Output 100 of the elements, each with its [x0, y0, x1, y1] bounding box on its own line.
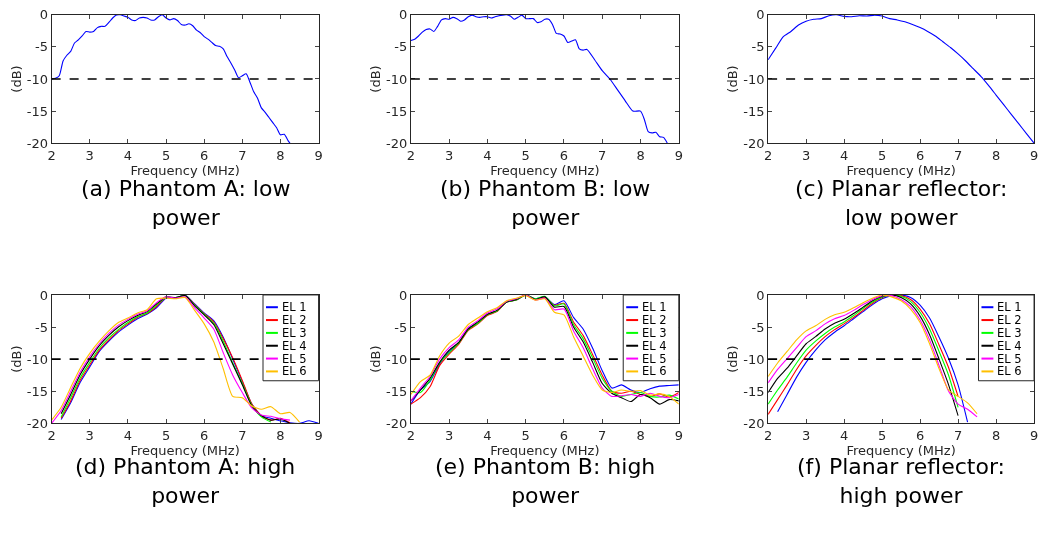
x-tick-label: 9 — [314, 427, 323, 443]
x-tick-label: 5 — [521, 147, 530, 163]
x-tick-label: 6 — [915, 427, 925, 443]
x-tick-label: 7 — [238, 147, 247, 163]
x-axis-title: Frequency (MHz) — [490, 162, 600, 178]
legend-label: EL 4 — [997, 339, 1022, 353]
y-axis-title: (dB) — [725, 65, 741, 93]
x-tick-label: 3 — [85, 147, 94, 163]
x-tick-label: 2 — [406, 147, 415, 163]
x-tick-label: 5 — [161, 427, 171, 443]
y-tick-label: -10 — [386, 71, 408, 87]
y-axis-title: (dB) — [725, 345, 741, 373]
y-axis-title: (dB) — [8, 345, 24, 373]
y-tick-label: -15 — [386, 383, 408, 399]
x-tick-label: 2 — [763, 427, 773, 443]
x-tick-label: 9 — [674, 147, 683, 163]
x-tick-label: 8 — [276, 427, 285, 443]
legend-label: EL 1 — [642, 300, 667, 314]
legend-label: EL 6 — [997, 364, 1022, 378]
x-tick-label: 8 — [636, 147, 645, 163]
y-tick-label: -10 — [26, 71, 49, 87]
x-tick-label: 9 — [1029, 427, 1039, 443]
y-tick-label: -5 — [35, 319, 49, 335]
y-tick-label: -20 — [743, 415, 765, 431]
y-tick-label: -20 — [26, 415, 49, 431]
x-tick-label: 4 — [123, 147, 133, 163]
x-tick-label: 2 — [406, 427, 415, 443]
y-tick-label: -10 — [743, 351, 765, 367]
y-tick-label: -15 — [743, 383, 765, 399]
y-tick-label: 0 — [39, 287, 49, 303]
x-tick-label: 7 — [953, 427, 963, 443]
legend-label: EL 3 — [642, 326, 667, 340]
legend-label: EL 4 — [282, 339, 307, 353]
y-tick-label: -10 — [26, 351, 49, 367]
y-tick-label: -20 — [743, 135, 765, 151]
x-tick-label: 8 — [991, 427, 1001, 443]
legend-label: EL 4 — [642, 339, 667, 353]
x-tick-label: 4 — [483, 147, 492, 163]
x-tick-label: 9 — [674, 427, 683, 443]
y-tick-label: 0 — [398, 7, 408, 23]
y-tick-label: 0 — [756, 7, 765, 23]
x-axis-title: Frequency (MHz) — [846, 162, 956, 178]
y-tick-label: -20 — [386, 415, 408, 431]
y-tick-label: -5 — [35, 39, 49, 55]
y-tick-label: -20 — [386, 135, 408, 151]
y-tick-label: -15 — [743, 103, 765, 119]
x-tick-label: 3 — [445, 427, 454, 443]
x-tick-label: 6 — [915, 147, 925, 163]
y-tick-label: -5 — [751, 39, 765, 55]
line-series — [410, 14, 668, 144]
x-axis-title: Frequency (MHz) — [130, 162, 240, 178]
y-tick-label: 0 — [39, 7, 49, 23]
x-tick-label: 8 — [276, 147, 285, 163]
legend-label: EL 3 — [282, 326, 307, 340]
legend-label: EL 5 — [642, 352, 667, 366]
x-tick-label: 7 — [238, 427, 247, 443]
x-tick-label: 7 — [953, 147, 963, 163]
legend-label: EL 3 — [997, 326, 1022, 340]
legend-label: EL 6 — [282, 364, 307, 378]
x-tick-label: 6 — [200, 427, 209, 443]
legend-label: EL 1 — [997, 300, 1022, 314]
x-tick-label: 2 — [47, 147, 56, 163]
x-tick-label: 6 — [200, 147, 209, 163]
x-tick-label: 3 — [801, 147, 811, 163]
y-tick-label: -10 — [743, 71, 765, 87]
x-tick-label: 6 — [559, 427, 569, 443]
legend-label: EL 2 — [282, 313, 307, 327]
y-tick-label: -15 — [26, 103, 49, 119]
legend-label: EL 5 — [282, 352, 307, 366]
y-tick-label: -10 — [386, 351, 408, 367]
x-tick-label: 3 — [801, 427, 811, 443]
x-tick-label: 4 — [483, 427, 492, 443]
y-axis-title: (dB) — [367, 345, 383, 373]
y-tick-label: -5 — [751, 319, 765, 335]
y-tick-label: -15 — [26, 383, 49, 399]
x-tick-label: 8 — [636, 427, 645, 443]
x-tick-label: 6 — [559, 147, 569, 163]
x-tick-label: 9 — [1029, 147, 1039, 163]
x-tick-label: 3 — [85, 427, 94, 443]
x-tick-label: 7 — [598, 147, 607, 163]
y-tick-label: -5 — [394, 39, 408, 55]
y-axis-title: (dB) — [8, 65, 24, 93]
x-tick-label: 4 — [123, 427, 133, 443]
y-axis-title: (dB) — [367, 65, 383, 93]
x-tick-label: 7 — [598, 427, 607, 443]
x-tick-label: 3 — [445, 147, 454, 163]
x-tick-label: 5 — [877, 427, 887, 443]
y-tick-label: -5 — [394, 319, 408, 335]
x-tick-label: 4 — [839, 427, 849, 443]
legend-label: EL 2 — [997, 313, 1022, 327]
x-tick-label: 2 — [47, 427, 56, 443]
x-tick-label: 9 — [314, 147, 323, 163]
legend-label: EL 6 — [642, 364, 667, 378]
x-tick-label: 4 — [839, 147, 849, 163]
x-tick-label: 5 — [161, 147, 171, 163]
x-tick-label: 2 — [763, 147, 773, 163]
x-tick-label: 5 — [877, 147, 887, 163]
x-tick-label: 5 — [521, 427, 530, 443]
line-series — [768, 14, 1035, 144]
legend-label: EL 5 — [997, 352, 1022, 366]
